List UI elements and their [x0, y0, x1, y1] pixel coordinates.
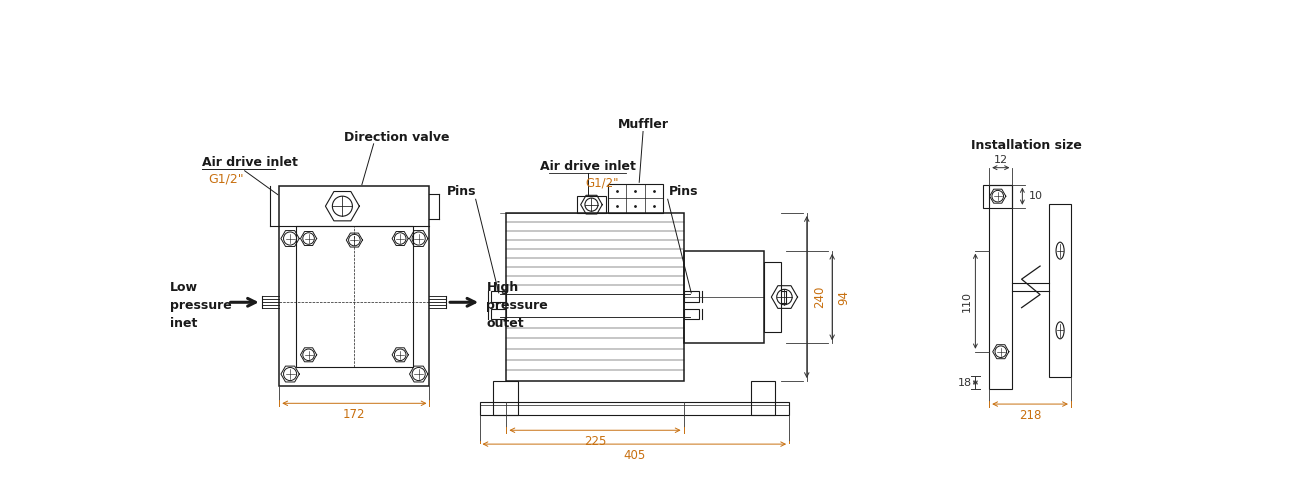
Text: Muffler: Muffler [618, 118, 668, 132]
Bar [984, 185, 1013, 208]
Text: 172: 172 [343, 408, 366, 421]
Text: 225: 225 [584, 435, 606, 448]
Text: 405: 405 [623, 449, 646, 462]
Text: 18: 18 [957, 378, 972, 388]
Text: Pins: Pins [447, 185, 476, 198]
Text: G1/2": G1/2" [209, 172, 245, 185]
Bar [577, 196, 606, 213]
Text: Low
pressure
inet: Low pressure inet [170, 281, 231, 330]
Bar [490, 309, 506, 319]
Text: Pins: Pins [669, 185, 698, 198]
Bar [684, 251, 764, 343]
Text: 94: 94 [838, 289, 851, 304]
Text: 10: 10 [1028, 191, 1043, 201]
Bar [684, 291, 700, 302]
Text: Air drive inlet: Air drive inlet [203, 156, 299, 169]
Text: Installation size: Installation size [970, 139, 1082, 152]
Bar [751, 381, 775, 415]
Text: 218: 218 [1019, 409, 1041, 422]
Bar [1049, 204, 1070, 377]
Bar [296, 226, 413, 367]
Text: G1/2": G1/2" [585, 176, 619, 189]
Text: Direction valve: Direction valve [345, 131, 450, 144]
Bar [490, 291, 506, 302]
Bar [764, 262, 781, 332]
Bar [279, 186, 430, 386]
Text: High
pressure
outet: High pressure outet [487, 281, 548, 330]
Bar [493, 381, 518, 415]
Bar [684, 309, 700, 319]
Text: Air drive inlet: Air drive inlet [539, 160, 635, 173]
Text: 110: 110 [961, 291, 972, 312]
Text: 240: 240 [813, 286, 826, 308]
Bar [480, 402, 789, 415]
Bar [989, 185, 1013, 389]
Bar [506, 213, 684, 381]
Text: 12: 12 [994, 155, 1007, 165]
Bar [608, 184, 663, 213]
